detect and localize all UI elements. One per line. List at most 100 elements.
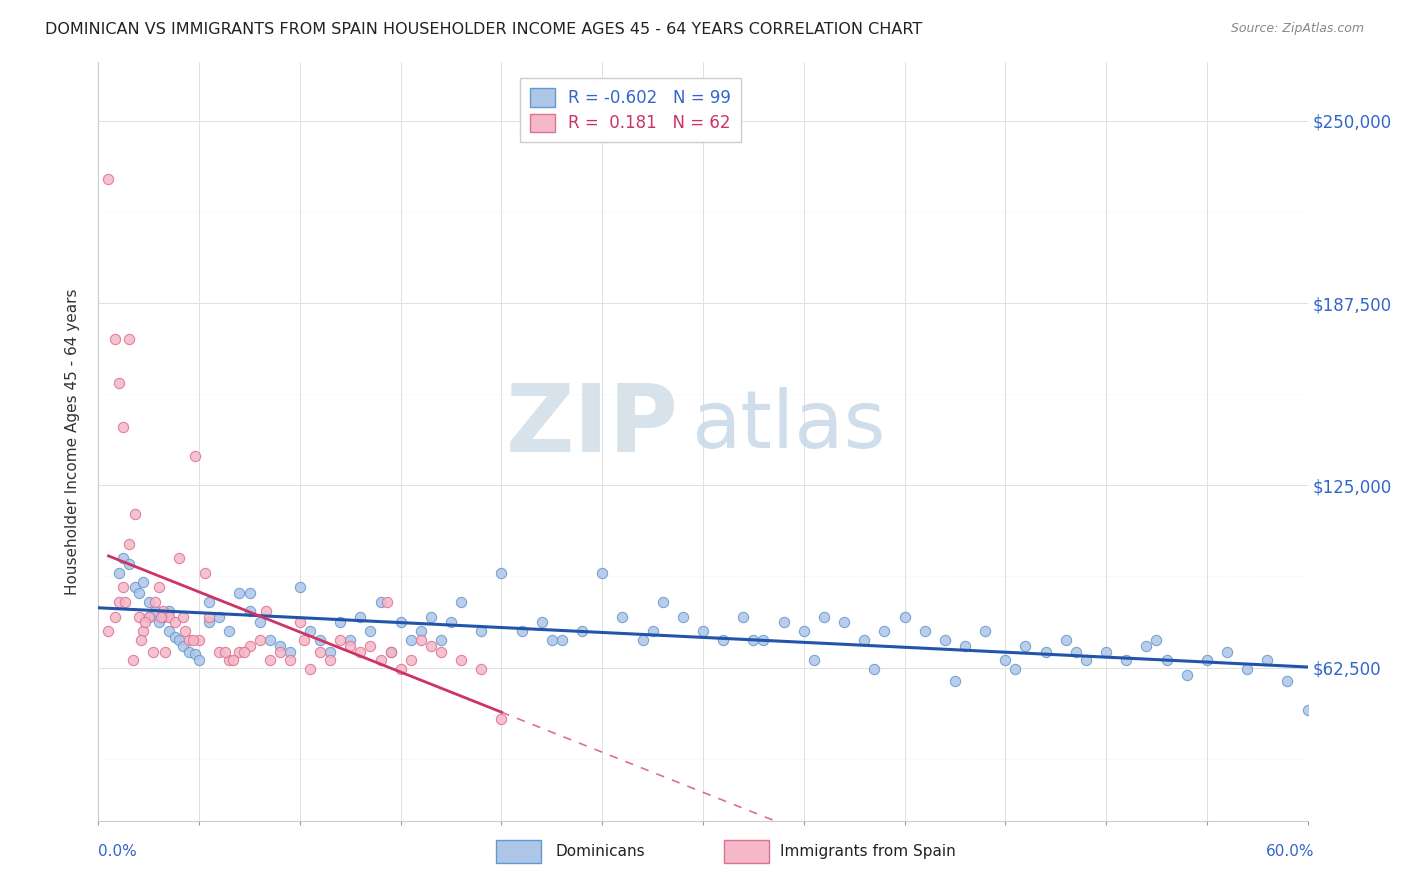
Point xyxy=(420,609,443,624)
Point xyxy=(309,644,332,658)
Point xyxy=(239,604,262,618)
Point xyxy=(1216,644,1239,658)
Point xyxy=(184,648,207,662)
Point xyxy=(299,624,322,639)
Point xyxy=(188,653,211,667)
Text: Source: ZipAtlas.com: Source: ZipAtlas.com xyxy=(1230,22,1364,36)
Point xyxy=(813,609,835,624)
Point xyxy=(772,615,794,630)
Point xyxy=(389,615,412,630)
Point xyxy=(491,712,513,726)
Point xyxy=(1014,639,1036,653)
Point xyxy=(1035,644,1057,658)
Point xyxy=(430,644,453,658)
Point xyxy=(172,639,194,653)
Point xyxy=(239,639,262,653)
Point xyxy=(149,609,172,624)
Point xyxy=(994,653,1017,667)
Point xyxy=(218,653,240,667)
Point xyxy=(172,609,194,624)
Point xyxy=(103,333,125,347)
Point xyxy=(218,624,240,639)
Point xyxy=(1135,639,1157,653)
Point xyxy=(672,609,695,624)
Legend: R = -0.602   N = 99, R =  0.181   N = 62: R = -0.602 N = 99, R = 0.181 N = 62 xyxy=(520,78,741,143)
Point xyxy=(132,624,155,639)
Point xyxy=(974,624,997,639)
Point xyxy=(349,644,371,658)
Point xyxy=(370,595,392,609)
Point xyxy=(380,644,402,658)
Point xyxy=(179,644,201,658)
Point xyxy=(97,624,120,639)
Point xyxy=(389,662,412,676)
Point xyxy=(711,632,734,647)
Point xyxy=(953,639,976,653)
Point xyxy=(1146,632,1168,647)
Point xyxy=(179,632,201,647)
Point xyxy=(409,632,432,647)
Point xyxy=(1306,749,1329,764)
Point xyxy=(163,630,186,644)
Point xyxy=(157,609,180,624)
Point xyxy=(228,644,250,658)
Point xyxy=(1054,632,1077,647)
Point xyxy=(803,653,825,667)
Point xyxy=(288,580,311,594)
Point xyxy=(142,644,165,658)
Point xyxy=(399,632,422,647)
Point xyxy=(167,551,190,566)
Point xyxy=(239,586,262,600)
Point xyxy=(132,574,155,589)
Point xyxy=(184,449,207,463)
Point xyxy=(440,615,463,630)
Point xyxy=(232,644,254,658)
Point xyxy=(278,653,301,667)
Point xyxy=(934,632,956,647)
Point xyxy=(118,536,141,550)
Point xyxy=(339,632,361,647)
Point xyxy=(631,632,654,647)
Point xyxy=(540,632,562,647)
Point xyxy=(107,376,129,391)
Point xyxy=(181,632,204,647)
Point xyxy=(319,644,342,658)
Point xyxy=(299,662,322,676)
Point xyxy=(157,604,180,618)
Text: ZIP: ZIP xyxy=(506,380,679,473)
Point xyxy=(360,639,382,653)
Point xyxy=(138,595,160,609)
Text: 0.0%: 0.0% xyxy=(98,845,138,859)
Point xyxy=(198,615,221,630)
Point xyxy=(450,595,472,609)
Point xyxy=(450,653,472,667)
Point xyxy=(278,644,301,658)
Point xyxy=(375,595,398,609)
Point xyxy=(430,632,453,647)
Point xyxy=(360,624,382,639)
Text: atlas: atlas xyxy=(690,387,886,466)
Point xyxy=(194,566,217,580)
Point xyxy=(873,624,896,639)
Point xyxy=(128,586,150,600)
Point xyxy=(863,662,886,676)
Point xyxy=(641,624,664,639)
Point xyxy=(198,595,221,609)
Point xyxy=(128,609,150,624)
Point xyxy=(832,615,855,630)
Point xyxy=(114,595,136,609)
Y-axis label: Householder Income Ages 45 - 64 years: Householder Income Ages 45 - 64 years xyxy=(65,288,80,595)
Point xyxy=(134,615,156,630)
Point xyxy=(143,595,166,609)
Text: DOMINICAN VS IMMIGRANTS FROM SPAIN HOUSEHOLDER INCOME AGES 45 - 64 YEARS CORRELA: DOMINICAN VS IMMIGRANTS FROM SPAIN HOUSE… xyxy=(45,22,922,37)
Point xyxy=(591,566,613,580)
Point xyxy=(269,644,291,658)
Point xyxy=(138,609,160,624)
Point xyxy=(349,609,371,624)
Point xyxy=(124,580,146,594)
Point xyxy=(409,624,432,639)
Point xyxy=(1175,668,1198,682)
Point xyxy=(111,580,134,594)
Point xyxy=(1074,653,1097,667)
Point xyxy=(107,595,129,609)
